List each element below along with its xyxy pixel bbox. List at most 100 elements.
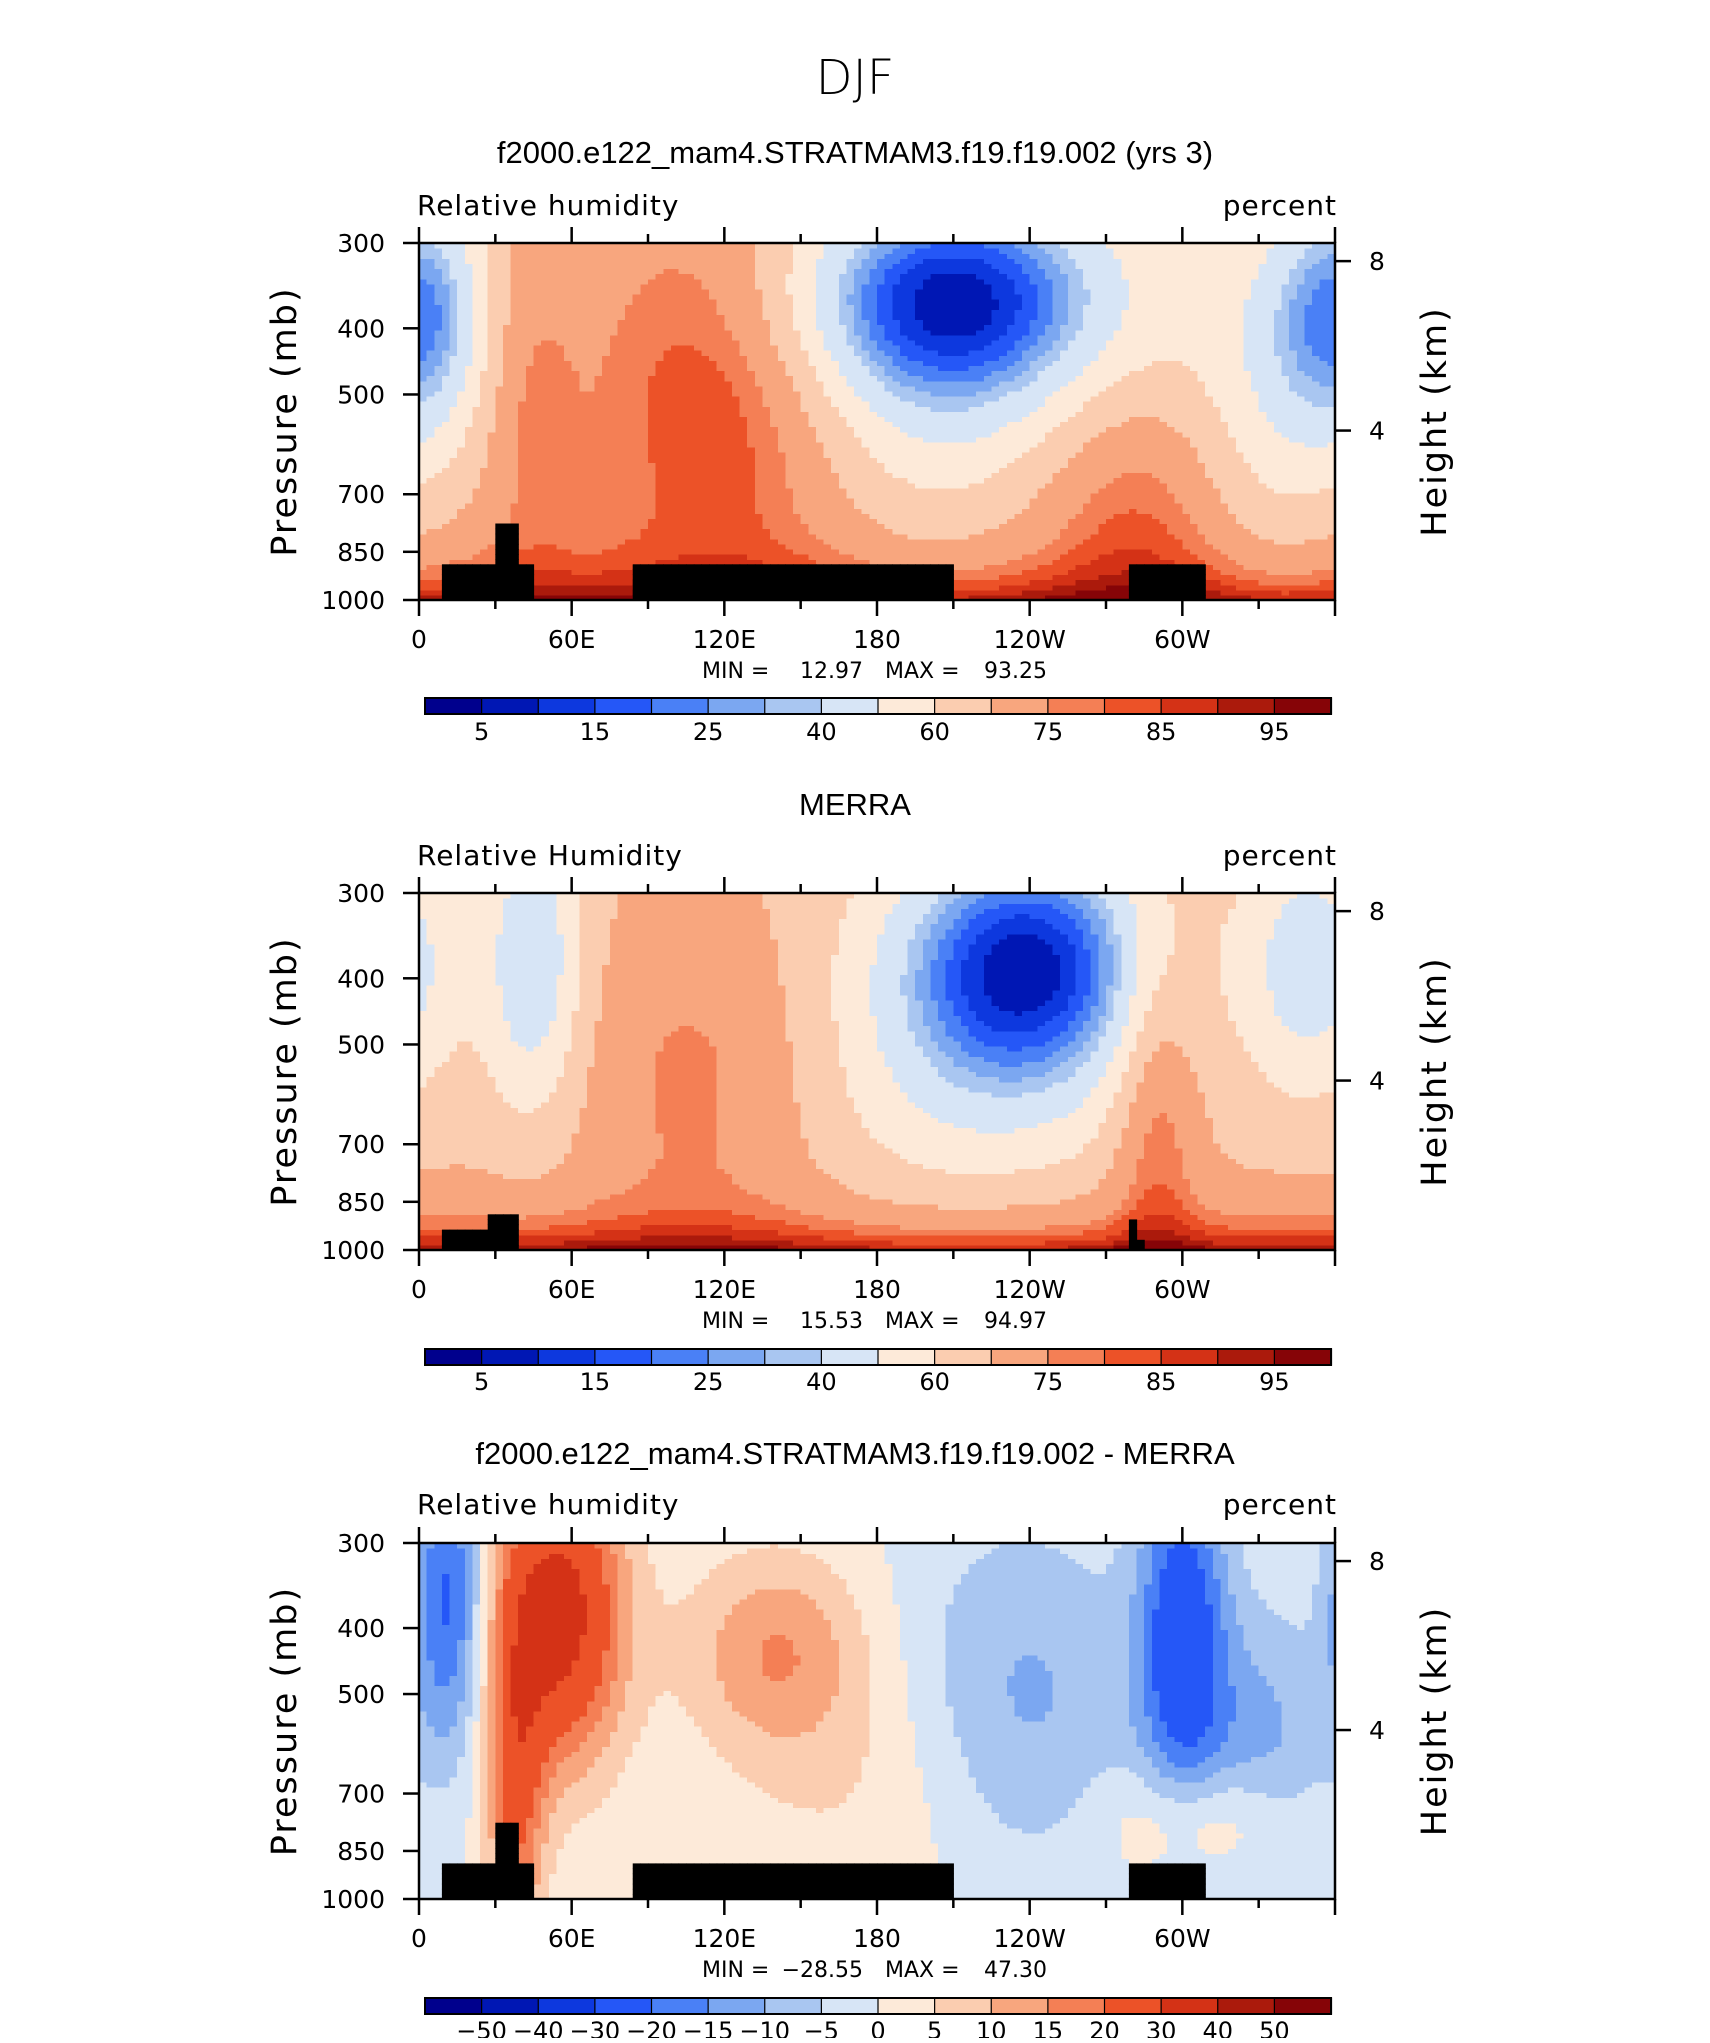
heatmap-cell	[518, 503, 526, 509]
heatmap-cell	[938, 396, 946, 402]
heatmap-cell	[785, 386, 793, 392]
heatmap-cell	[617, 503, 625, 509]
heatmap-cell	[679, 493, 687, 499]
heatmap-cell	[526, 508, 534, 514]
heatmap-cell	[778, 422, 786, 428]
heatmap-cell	[976, 483, 984, 489]
heatmap-cell	[480, 401, 488, 407]
heatmap-cell	[1274, 462, 1282, 468]
heatmap-cell	[763, 457, 771, 463]
heatmap-cell	[1106, 529, 1114, 535]
heatmap-cell	[1014, 391, 1022, 397]
heatmap-cell	[648, 518, 656, 524]
heatmap-cell	[923, 534, 931, 540]
heatmap-cell	[1137, 488, 1145, 494]
heatmap-cell	[1098, 534, 1106, 540]
heatmap-cell	[1022, 529, 1030, 535]
heatmap-cell	[923, 437, 931, 443]
heatmap-cell	[824, 544, 832, 550]
heatmap-cell	[1221, 559, 1229, 565]
heatmap-cell	[1266, 473, 1274, 479]
heatmap-cell	[740, 432, 748, 438]
heatmap-cell	[930, 544, 938, 550]
heatmap-cell	[541, 503, 549, 509]
heatmap-cell	[1098, 493, 1106, 499]
heatmap-cell	[1106, 447, 1114, 453]
heatmap-cell	[1091, 442, 1099, 448]
heatmap-cell	[1022, 483, 1030, 489]
heatmap-cell	[724, 401, 732, 407]
heatmap-cell	[976, 518, 984, 524]
heatmap-cell	[1297, 432, 1305, 438]
heatmap-cell	[587, 503, 595, 509]
heatmap-cell	[1213, 488, 1221, 494]
heatmap-cell	[564, 585, 572, 591]
heatmap-cell	[763, 513, 771, 519]
heatmap-cell	[1282, 508, 1290, 514]
heatmap-cell	[869, 493, 877, 499]
heatmap-cell	[503, 503, 511, 509]
heatmap-cell	[778, 544, 786, 550]
heatmap-cell	[595, 483, 603, 489]
heatmap-cell	[1152, 483, 1160, 489]
heatmap-cell	[541, 529, 549, 535]
heatmap-cell	[1098, 524, 1106, 530]
heatmap-cell	[518, 544, 526, 550]
heatmap-cell	[747, 524, 755, 530]
heatmap-cell	[495, 488, 503, 494]
heatmap-cell	[1312, 391, 1320, 397]
heatmap-cell	[793, 432, 801, 438]
heatmap-cell	[953, 580, 961, 586]
heatmap-cell	[1098, 473, 1106, 479]
heatmap-cell	[770, 401, 778, 407]
heatmap-cell	[938, 442, 946, 448]
heatmap-cell	[694, 524, 702, 530]
heatmap-cell	[488, 539, 496, 545]
heatmap-cell	[1182, 411, 1190, 417]
heatmap-cell	[1152, 416, 1160, 422]
heatmap-cell	[1007, 452, 1015, 458]
heatmap-cell	[434, 467, 442, 473]
heatmap-cell	[1114, 483, 1122, 489]
heatmap-cell	[595, 422, 603, 428]
heatmap-cell	[663, 518, 671, 524]
heatmap-cell	[999, 580, 1007, 586]
heatmap-cell	[1251, 406, 1259, 412]
heatmap-cell	[1037, 488, 1045, 494]
heatmap-cell	[1297, 467, 1305, 473]
heatmap-cell	[717, 534, 725, 540]
heatmap-cell	[801, 513, 809, 519]
heatmap-cell	[633, 442, 641, 448]
heatmap-cell	[679, 518, 687, 524]
heatmap-cell	[1037, 437, 1045, 443]
heatmap-cell	[1137, 396, 1145, 402]
heatmap-cell	[1014, 529, 1022, 535]
heatmap-cell	[732, 406, 740, 412]
heatmap-cell	[885, 524, 893, 530]
heatmap-cell	[518, 498, 526, 504]
heatmap-cell	[778, 554, 786, 560]
heatmap-cell	[1159, 559, 1167, 565]
heatmap-cell	[1274, 411, 1282, 417]
heatmap-cell	[1152, 559, 1160, 565]
heatmap-cell	[701, 406, 709, 412]
heatmap-cell	[1106, 549, 1114, 555]
heatmap-cell	[1129, 406, 1137, 412]
heatmap-cell	[992, 422, 1000, 428]
heatmap-cell	[930, 498, 938, 504]
heatmap-cell	[1259, 452, 1267, 458]
heatmap-cell	[1037, 416, 1045, 422]
heatmap-cell	[1060, 493, 1068, 499]
heatmap-cell	[1098, 580, 1106, 586]
heatmap-cell	[1030, 564, 1038, 570]
heatmap-cell	[503, 391, 511, 397]
heatmap-cell	[1007, 427, 1015, 433]
heatmap-cell	[1251, 411, 1259, 417]
heatmap-cell	[1198, 457, 1206, 463]
heatmap-cell	[854, 427, 862, 433]
heatmap-cell	[526, 559, 534, 565]
heatmap-cell	[610, 483, 618, 489]
heatmap-cell	[572, 508, 580, 514]
heatmap-cell	[610, 549, 618, 555]
heatmap-cell	[755, 411, 763, 417]
